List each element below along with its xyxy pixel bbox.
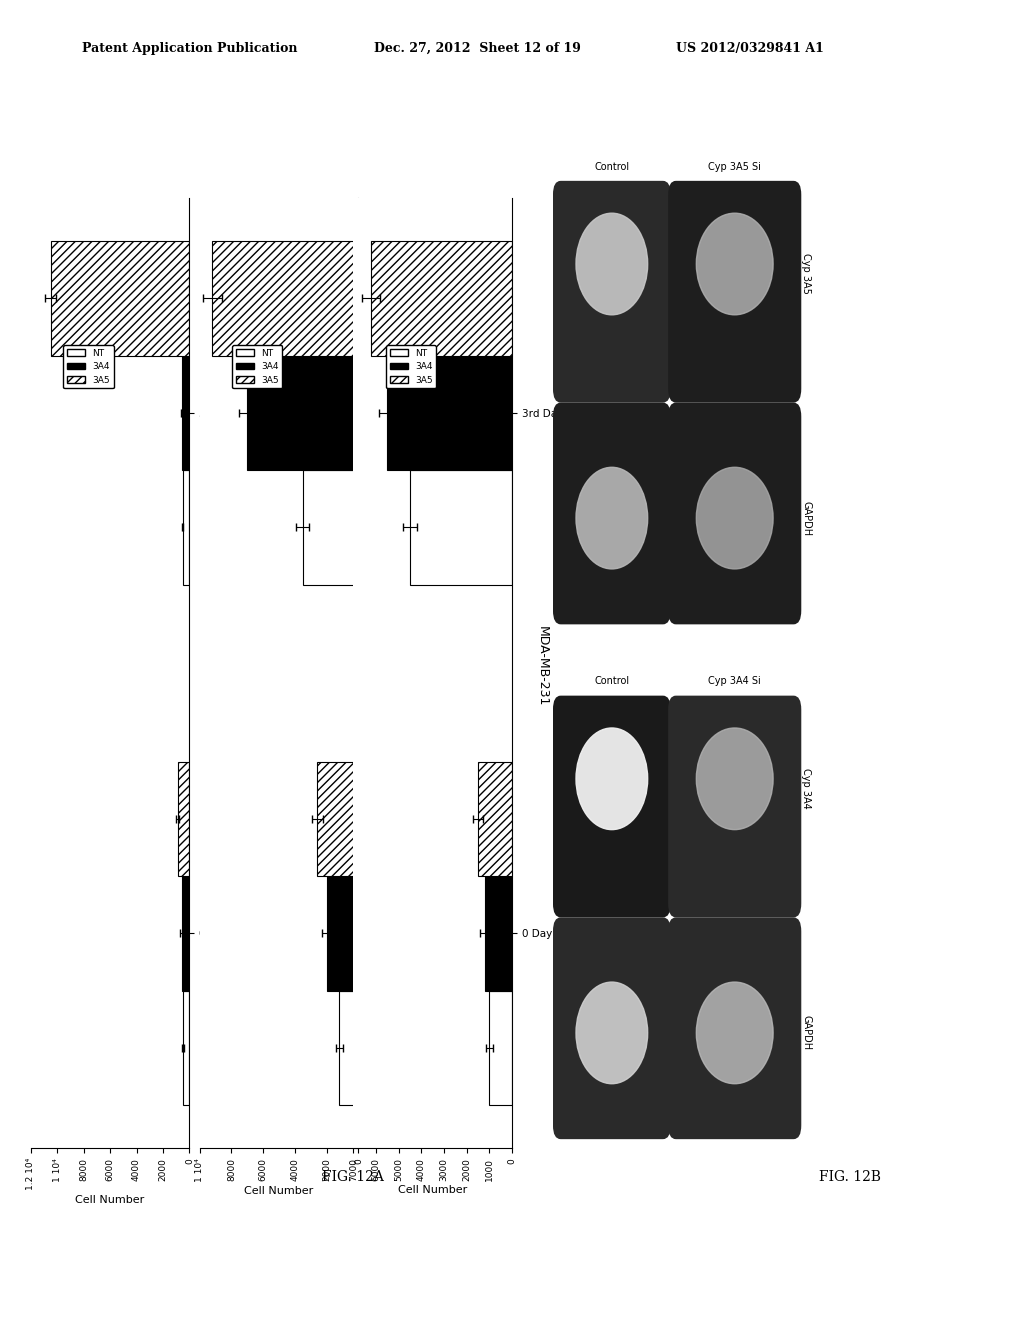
Bar xyxy=(484,876,512,991)
Bar xyxy=(212,242,358,355)
Bar xyxy=(317,762,358,876)
Text: Dec. 27, 2012  Sheet 12 of 19: Dec. 27, 2012 Sheet 12 of 19 xyxy=(374,42,581,55)
Legend: NT, 3A4, 3A5: NT, 3A4, 3A5 xyxy=(232,345,283,388)
Bar xyxy=(183,991,189,1105)
FancyBboxPatch shape xyxy=(553,403,671,624)
Text: MCF7: MCF7 xyxy=(213,649,226,684)
Ellipse shape xyxy=(696,467,773,569)
Text: Cyp 3A5: Cyp 3A5 xyxy=(801,253,811,293)
Bar xyxy=(339,991,358,1105)
Text: FIG. 12A: FIG. 12A xyxy=(323,1171,384,1184)
Bar xyxy=(248,355,358,470)
Ellipse shape xyxy=(696,214,773,315)
X-axis label: Cell Number: Cell Number xyxy=(398,1185,467,1196)
Text: Control: Control xyxy=(594,676,630,686)
Bar xyxy=(410,470,512,585)
FancyBboxPatch shape xyxy=(669,181,801,403)
Text: GAPDH: GAPDH xyxy=(801,500,811,536)
Ellipse shape xyxy=(575,467,648,569)
X-axis label: Cell Number: Cell Number xyxy=(76,1195,144,1205)
Bar xyxy=(489,991,512,1105)
FancyBboxPatch shape xyxy=(553,696,671,917)
Bar xyxy=(183,470,189,585)
Text: US 2012/0329841 A1: US 2012/0329841 A1 xyxy=(676,42,823,55)
Ellipse shape xyxy=(696,982,773,1084)
Text: Cyp 3A4: Cyp 3A4 xyxy=(801,768,811,808)
Bar xyxy=(478,762,512,876)
Text: FIG. 12B: FIG. 12B xyxy=(819,1171,881,1184)
Bar xyxy=(177,762,189,876)
Ellipse shape xyxy=(696,727,773,829)
FancyBboxPatch shape xyxy=(669,696,801,917)
Text: Cyp 3A4 Si: Cyp 3A4 Si xyxy=(709,676,761,686)
Bar xyxy=(303,470,358,585)
FancyBboxPatch shape xyxy=(669,917,801,1139)
Legend: NT, 3A4, 3A5: NT, 3A4, 3A5 xyxy=(63,345,114,388)
Bar xyxy=(181,876,189,991)
Text: GAPDH: GAPDH xyxy=(801,1015,811,1051)
FancyBboxPatch shape xyxy=(553,181,671,403)
Bar xyxy=(181,355,189,470)
Text: Control: Control xyxy=(594,161,630,172)
Ellipse shape xyxy=(575,982,648,1084)
FancyBboxPatch shape xyxy=(669,403,801,624)
FancyBboxPatch shape xyxy=(553,917,671,1139)
Ellipse shape xyxy=(575,214,648,315)
Text: Cyp 3A5 Si: Cyp 3A5 Si xyxy=(709,161,761,172)
Text: T47D: T47D xyxy=(382,649,395,682)
Bar xyxy=(50,242,189,355)
Legend: NT, 3A4, 3A5: NT, 3A4, 3A5 xyxy=(386,345,436,388)
Bar xyxy=(327,876,358,991)
X-axis label: Cell Number: Cell Number xyxy=(245,1187,313,1196)
Ellipse shape xyxy=(575,727,648,829)
Bar xyxy=(372,242,512,355)
Bar xyxy=(387,355,512,470)
Text: MDA-MB-231: MDA-MB-231 xyxy=(536,626,549,706)
Text: Patent Application Publication: Patent Application Publication xyxy=(82,42,297,55)
